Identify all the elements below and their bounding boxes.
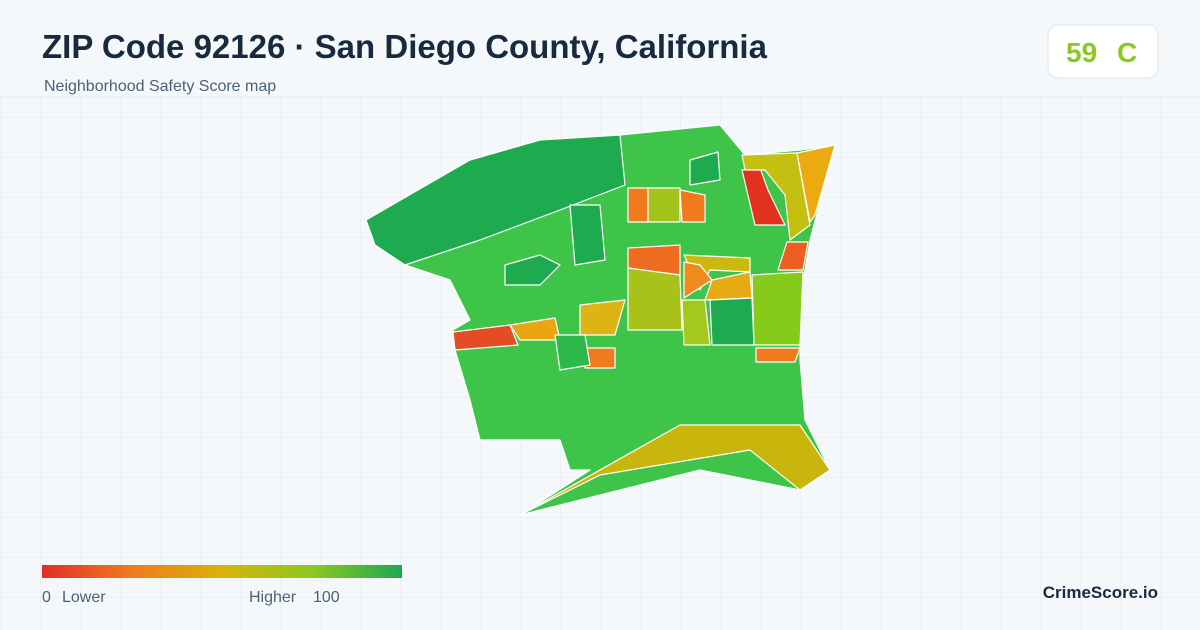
legend-max-label: Higher [249, 589, 297, 606]
legend-min-label: Lower [62, 589, 106, 606]
legend-max: 100 [313, 589, 340, 606]
brand: CrimeScore.io [1043, 583, 1158, 602]
map [365, 124, 836, 516]
score-grade: C [1117, 37, 1137, 68]
legend-scale [42, 565, 402, 578]
score-box [1047, 24, 1159, 79]
score-value: 59 [1066, 37, 1097, 68]
subtitle: Neighborhood Safety Score map [44, 78, 276, 95]
legend-min: 0 [42, 589, 51, 606]
title: ZIP Code 92126 · San Diego County, Calif… [42, 28, 768, 65]
